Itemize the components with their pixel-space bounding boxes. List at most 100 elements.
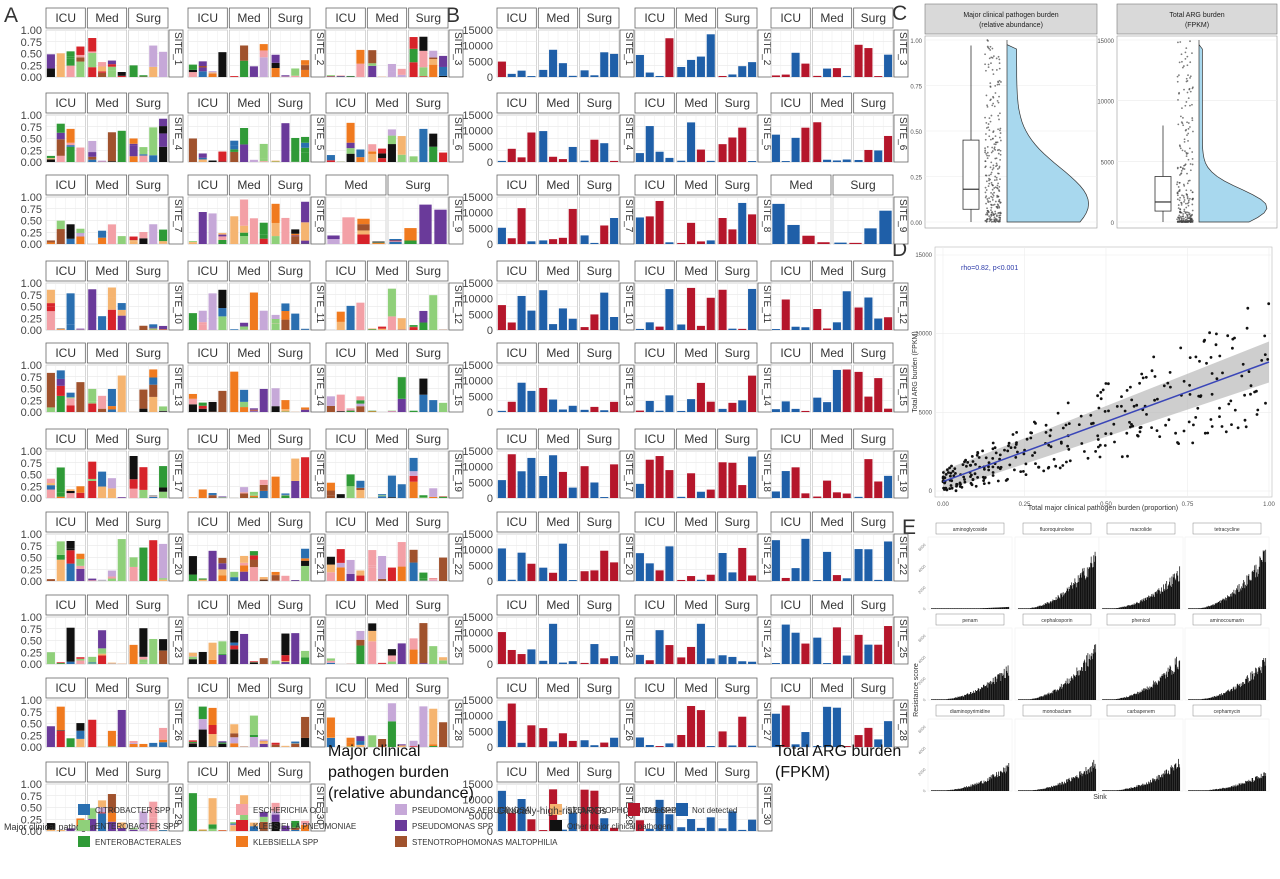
score-bar [1155, 681, 1157, 700]
score-bar [1077, 582, 1078, 609]
scatter-point [1068, 459, 1072, 463]
facet-strip [45, 428, 86, 450]
bar-segment [198, 718, 207, 730]
bar-segment [271, 314, 280, 319]
score-bar [1103, 699, 1105, 700]
facet-strip-label: ICU [197, 681, 218, 695]
site-strip [168, 783, 184, 832]
facet-title: aminocoumarin [1210, 618, 1244, 624]
bar-segment [301, 820, 310, 825]
bar-segment [66, 828, 75, 831]
facet-strip [634, 677, 675, 699]
bar-segment [301, 69, 310, 77]
facet-strip-label: Surg [416, 598, 441, 612]
bar [610, 53, 619, 77]
site-label: SITE_10 [623, 285, 634, 324]
facet-strip [45, 174, 86, 196]
score-bar [1244, 683, 1246, 700]
score-bar [1077, 675, 1079, 700]
bar [791, 408, 800, 412]
bar-segment [291, 236, 300, 244]
score-bar [994, 676, 996, 700]
bar [558, 409, 567, 412]
facet-strip [86, 428, 128, 450]
bar [772, 203, 785, 244]
y-tick-label: 10000 [915, 332, 932, 338]
score-bar [1033, 698, 1035, 700]
bar-segment [387, 63, 396, 72]
score-bar [1122, 607, 1124, 609]
bar-segment [249, 567, 258, 581]
bar-segment [271, 476, 280, 498]
score-bar [1141, 689, 1143, 700]
bar-segment [356, 396, 365, 401]
bar [568, 812, 577, 831]
score-bar [933, 699, 934, 700]
bar-segment [129, 743, 138, 747]
score-bar [1102, 608, 1103, 609]
bar-segment [56, 541, 65, 555]
scatter-point [977, 456, 981, 459]
bar [677, 734, 686, 747]
y-tick-label: 0.25 [21, 60, 42, 72]
bar-segment [76, 660, 85, 664]
facet-strip [325, 342, 366, 364]
bar-segment [56, 467, 65, 493]
score-bar [1029, 699, 1031, 700]
score-bar [1066, 587, 1068, 609]
facet-strip [853, 92, 894, 114]
bar [696, 710, 705, 747]
bar [718, 218, 727, 244]
score-bar [1052, 599, 1054, 609]
facet-strip [86, 260, 128, 282]
jitter-point [984, 166, 987, 169]
facet-strip [270, 260, 311, 282]
score-bar [1068, 684, 1069, 700]
bar-segment [259, 811, 268, 817]
score-bar [1155, 591, 1157, 609]
facet-strip-label: Surg [587, 515, 612, 529]
facet-strip-label: Med [820, 681, 843, 695]
bar [600, 550, 609, 581]
jitter-point [1188, 147, 1191, 150]
bar [539, 830, 548, 831]
score-bar [1124, 697, 1125, 700]
facet-strip-label: Surg [587, 264, 612, 278]
y-tick-label: 5000 [469, 477, 493, 489]
score-bar [1003, 675, 1004, 700]
bar-segment [117, 375, 126, 412]
bar-segment [230, 329, 239, 330]
bar-segment [387, 288, 396, 317]
site-label: SITE_1 [623, 32, 634, 66]
score-bar [1135, 694, 1137, 700]
bar-segment [409, 638, 418, 650]
bar-segment [149, 540, 158, 581]
score-bar [1188, 699, 1190, 700]
site-strip [310, 783, 326, 832]
jitter-point [1186, 221, 1189, 223]
bar-segment [301, 560, 310, 566]
facet-strip-label: ICU [644, 598, 665, 612]
bar-segment [291, 580, 300, 581]
bar-segment [218, 496, 227, 498]
bar-segment [107, 388, 116, 407]
score-bar [936, 608, 938, 609]
score-bar [1158, 588, 1160, 609]
scatter-point [1179, 346, 1183, 350]
jitter-point [991, 196, 994, 199]
panel-c: Major clinical pathogen burden(relative … [910, 3, 1278, 229]
site-strip [310, 450, 326, 499]
score-bar [1054, 689, 1056, 700]
bar-segment [46, 155, 55, 158]
facet-strip-label: Med [375, 96, 398, 110]
bar [884, 721, 893, 747]
score-bar [1245, 586, 1247, 609]
bar [728, 745, 737, 747]
score-bar [1157, 680, 1159, 700]
score-bar [979, 691, 980, 700]
facet-strip-label: Surg [416, 515, 441, 529]
score-bar [1226, 598, 1228, 609]
scatter-point [962, 475, 966, 479]
score-bar [955, 789, 957, 791]
